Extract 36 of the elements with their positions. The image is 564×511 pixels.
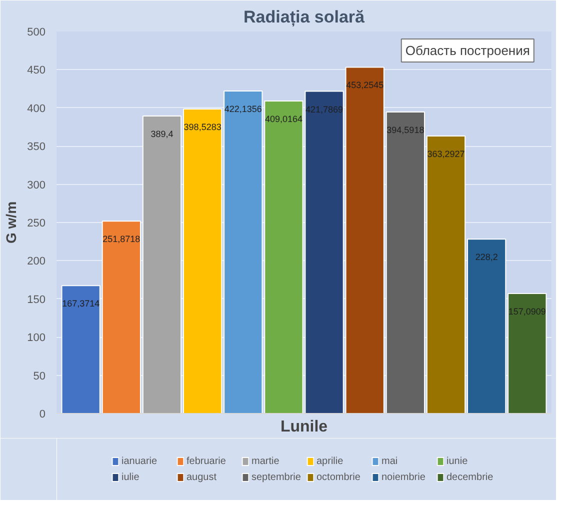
data-label: 157,0909 <box>508 306 546 316</box>
y-tick-label: 400 <box>27 102 46 115</box>
legend-label: iunie <box>446 455 469 467</box>
legend-label: octombrie <box>316 471 362 483</box>
legend-label: decembrie <box>446 471 494 483</box>
y-tick-label: 0 <box>39 408 46 420</box>
legend-label: august <box>186 471 218 483</box>
legend-label: mai <box>382 455 399 467</box>
annotation: Область построения <box>405 43 530 58</box>
y-tick-label: 50 <box>33 370 46 382</box>
data-label: 167,3714 <box>62 298 100 309</box>
data-label: 394,5918 <box>386 125 424 136</box>
data-label: 398,5283 <box>184 122 222 132</box>
y-tick-label: 500 <box>27 26 46 38</box>
y-tick-label: 250 <box>27 218 46 230</box>
legend-label: martie <box>252 455 280 467</box>
y-tick-label: 450 <box>27 64 46 77</box>
y-axis-title: G w/m <box>3 201 20 244</box>
legend-label: noiembrie <box>382 471 426 483</box>
y-tick-label: 100 <box>27 332 46 344</box>
legend-label: aprilie <box>316 455 344 467</box>
y-tick-label: 200 <box>27 256 46 268</box>
x-axis-title: Lunile <box>280 418 328 436</box>
legend-label: ianuarie <box>122 455 158 467</box>
y-tick-label: 300 <box>27 179 46 192</box>
legend-label: iulie <box>122 471 140 483</box>
y-tick-label: 350 <box>27 141 46 154</box>
chart-title: Radiația solară <box>244 8 366 26</box>
data-label: 422,1356 <box>224 104 262 114</box>
data-label: 228,2 <box>475 252 498 262</box>
legend-label: februarie <box>186 455 227 467</box>
data-label: 251,8718 <box>102 234 140 244</box>
data-label: 389,4 <box>150 129 174 139</box>
legend-label: septembrie <box>252 471 302 483</box>
y-tick-label: 150 <box>27 294 46 306</box>
data-label: 363,2927 <box>427 148 465 159</box>
